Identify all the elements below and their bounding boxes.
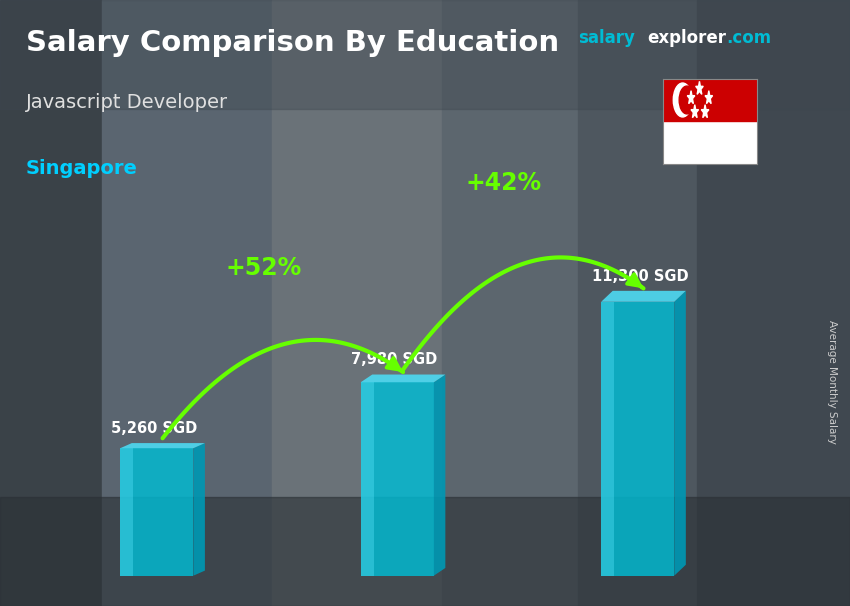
Polygon shape <box>691 105 699 118</box>
Polygon shape <box>434 375 445 576</box>
Polygon shape <box>601 291 686 302</box>
Bar <box>697 0 850 606</box>
Polygon shape <box>688 91 694 104</box>
Text: salary: salary <box>578 29 635 47</box>
Bar <box>578 0 697 606</box>
Circle shape <box>679 86 694 114</box>
Bar <box>0 497 850 606</box>
Text: .com: .com <box>726 29 771 47</box>
Text: Average Monthly Salary: Average Monthly Salary <box>827 320 837 444</box>
Bar <box>360 382 434 576</box>
Text: Salary Comparison By Education: Salary Comparison By Education <box>26 29 558 57</box>
Bar <box>663 79 756 121</box>
Text: 7,980 SGD: 7,980 SGD <box>351 352 438 367</box>
Bar <box>442 0 578 606</box>
Bar <box>0 0 102 606</box>
Bar <box>120 448 193 576</box>
Polygon shape <box>705 91 712 104</box>
Bar <box>0 0 850 109</box>
Text: +52%: +52% <box>225 256 302 280</box>
Polygon shape <box>701 105 709 118</box>
Text: Singapore: Singapore <box>26 159 138 178</box>
Text: +42%: +42% <box>466 171 542 195</box>
Bar <box>102 0 272 606</box>
Polygon shape <box>193 443 205 576</box>
Bar <box>601 302 615 576</box>
Text: explorer: explorer <box>648 29 727 47</box>
Text: Javascript Developer: Javascript Developer <box>26 93 228 112</box>
Bar <box>272 0 442 606</box>
Bar <box>360 382 374 576</box>
Bar <box>120 448 133 576</box>
Polygon shape <box>120 443 205 448</box>
Circle shape <box>673 83 692 117</box>
Polygon shape <box>674 291 686 576</box>
Polygon shape <box>360 375 445 382</box>
Bar <box>601 302 674 576</box>
Text: 5,260 SGD: 5,260 SGD <box>110 421 197 436</box>
Polygon shape <box>695 81 703 95</box>
Text: 11,300 SGD: 11,300 SGD <box>592 268 688 284</box>
